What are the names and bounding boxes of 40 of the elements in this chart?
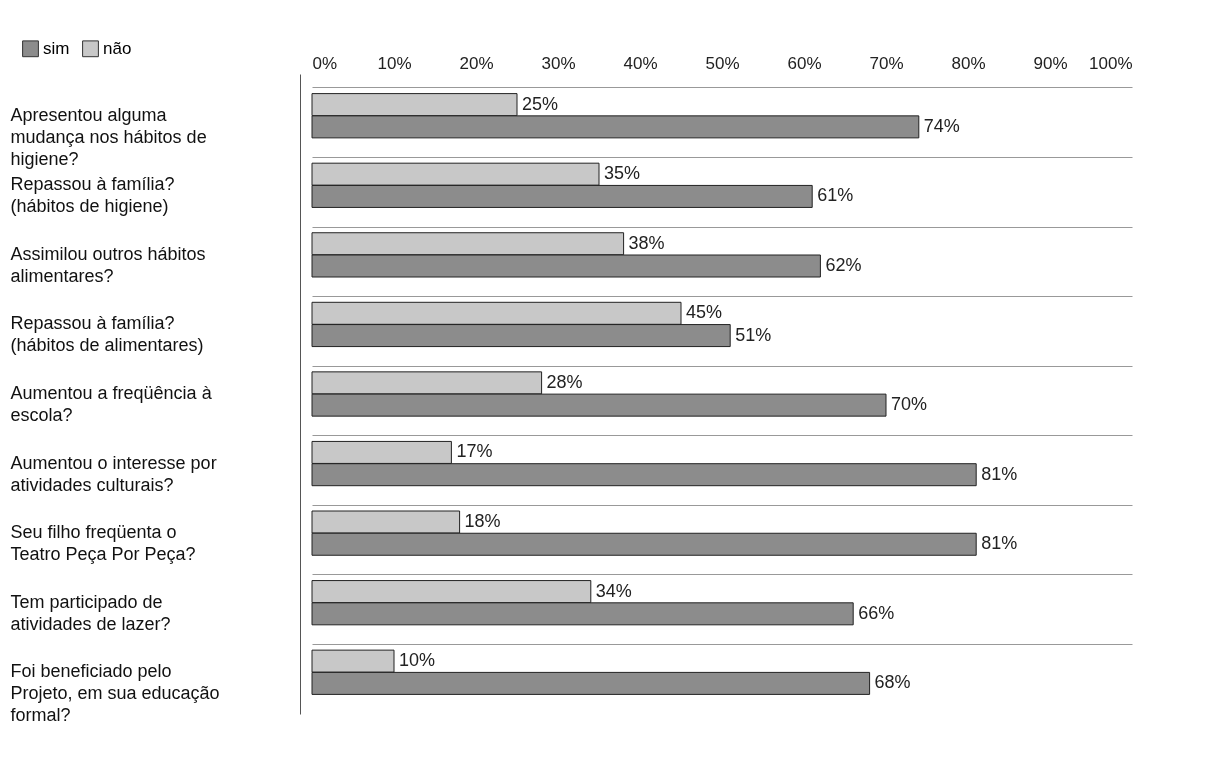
x-tick-label: 10% — [377, 53, 412, 73]
y-tick-label: Foi beneficiado pelo Projeto, em sua educação formal? — [10, 661, 220, 726]
y-tick-label: Seu filho freqüenta o Teatro Peça Por Peça? — [10, 522, 196, 565]
data-label: 61% — [817, 185, 854, 206]
data-label: 62% — [825, 255, 862, 275]
data-label: 18% — [464, 511, 501, 531]
x-tick-label: 90% — [1033, 53, 1068, 73]
y-tick-label: Repassou à família? (hábitos de higiene) — [10, 174, 175, 217]
data-label: 68% — [874, 672, 911, 693]
data-label: 66% — [858, 602, 895, 623]
y-tick-label: Aumentou a freqüência à escola? — [10, 383, 213, 425]
data-label: 51% — [735, 324, 772, 345]
x-tick-label: 40% — [623, 53, 658, 73]
x-tick-label: 100% — [1089, 53, 1133, 73]
y-tick-label: Assimilou outros hábitos alimentares? — [10, 243, 206, 286]
x-tick-label: 70% — [869, 53, 904, 73]
data-label: 38% — [628, 232, 665, 253]
data-label: 34% — [595, 580, 632, 601]
data-label: 81% — [981, 533, 1018, 554]
data-label: 25% — [522, 93, 559, 114]
x-tick-label: 20% — [459, 53, 494, 73]
y-tick-label: Apresentou alguma mudança nos hábitos de higiene? — [10, 104, 207, 169]
data-label: 17% — [456, 441, 493, 462]
y-tick-label: Aumentou o interesse por atividades culturais? — [10, 452, 217, 495]
data-label: 70% — [891, 394, 928, 415]
legend-label: sim — [43, 38, 70, 58]
x-tick-label: 50% — [705, 53, 740, 73]
data-label: 45% — [686, 302, 723, 323]
x-tick-label: 60% — [787, 53, 822, 73]
y-tick-label: Repassou à família? (hábitos de alimentares) — [10, 313, 204, 356]
y-tick-label: Tem participado de atividades de lazer? — [10, 591, 171, 634]
data-label: 10% — [399, 650, 436, 671]
legend-label: não — [103, 38, 132, 58]
data-label: 35% — [604, 163, 641, 184]
x-tick-label: 30% — [541, 53, 576, 73]
data-label: 28% — [546, 371, 583, 392]
x-tick-label: 80% — [951, 53, 986, 73]
x-tick-label: 0% — [312, 53, 338, 73]
data-label: 81% — [981, 463, 1018, 484]
data-label: 74% — [923, 115, 960, 136]
